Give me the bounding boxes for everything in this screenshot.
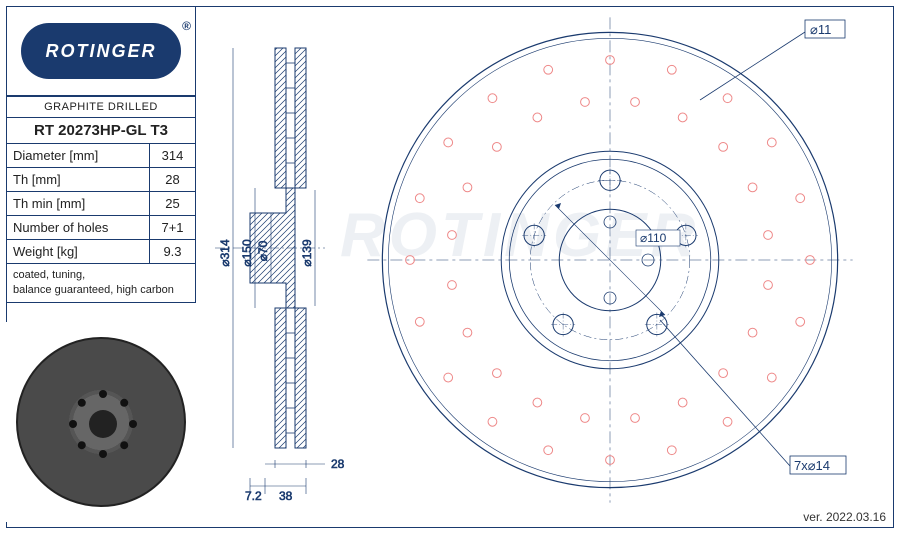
spec-value: 7+1 bbox=[150, 216, 196, 240]
spec-label: Diameter [mm] bbox=[7, 144, 150, 168]
spec-value: 314 bbox=[150, 144, 196, 168]
spec-label: Th min [mm] bbox=[7, 192, 150, 216]
dim-hat-dia: ⌀150 bbox=[240, 239, 254, 267]
dim-hub-dia: ⌀70 bbox=[256, 240, 270, 261]
section-view: ⌀314 ⌀150 ⌀70 ⌀139 28 7.2 38 bbox=[215, 8, 335, 478]
dim-offset: 7.2 bbox=[245, 489, 262, 503]
logo-cell: ROTINGER bbox=[6, 6, 196, 96]
spec-value: 25 bbox=[150, 192, 196, 216]
spec-label: Weight [kg] bbox=[7, 240, 150, 264]
callout-bcd: ⌀110 bbox=[640, 231, 667, 245]
dim-hat-depth: 38 bbox=[279, 489, 293, 503]
disc-photo bbox=[16, 337, 186, 507]
part-number: RT 20273HP-GL T3 bbox=[7, 118, 196, 144]
spec-label: Number of holes bbox=[7, 216, 150, 240]
spec-value: 28 bbox=[150, 168, 196, 192]
spec-footer: coated, tuning,balance guaranteed, high … bbox=[7, 264, 196, 303]
callout-bolt: 7x⌀14 bbox=[794, 458, 830, 473]
callout-drill: ⌀11 bbox=[810, 22, 831, 37]
dim-thickness: 28 bbox=[331, 457, 345, 471]
spec-header: GRAPHITE DRILLED bbox=[7, 97, 196, 118]
dim-outer-dia: ⌀314 bbox=[218, 239, 232, 267]
spec-label: Th [mm] bbox=[7, 168, 150, 192]
product-photo-cell bbox=[6, 322, 196, 522]
spec-value: 9.3 bbox=[150, 240, 196, 264]
version-label: ver. 2022.03.16 bbox=[803, 510, 886, 524]
spec-table: GRAPHITE DRILLED RT 20273HP-GL T3 Diamet… bbox=[6, 96, 196, 303]
photo-holes-overlay bbox=[18, 339, 188, 509]
front-view: ⌀11 7x⌀14 ⌀110 bbox=[360, 10, 860, 480]
dim-pilot-dia: ⌀139 bbox=[300, 239, 314, 267]
brand-logo: ROTINGER bbox=[21, 23, 181, 79]
